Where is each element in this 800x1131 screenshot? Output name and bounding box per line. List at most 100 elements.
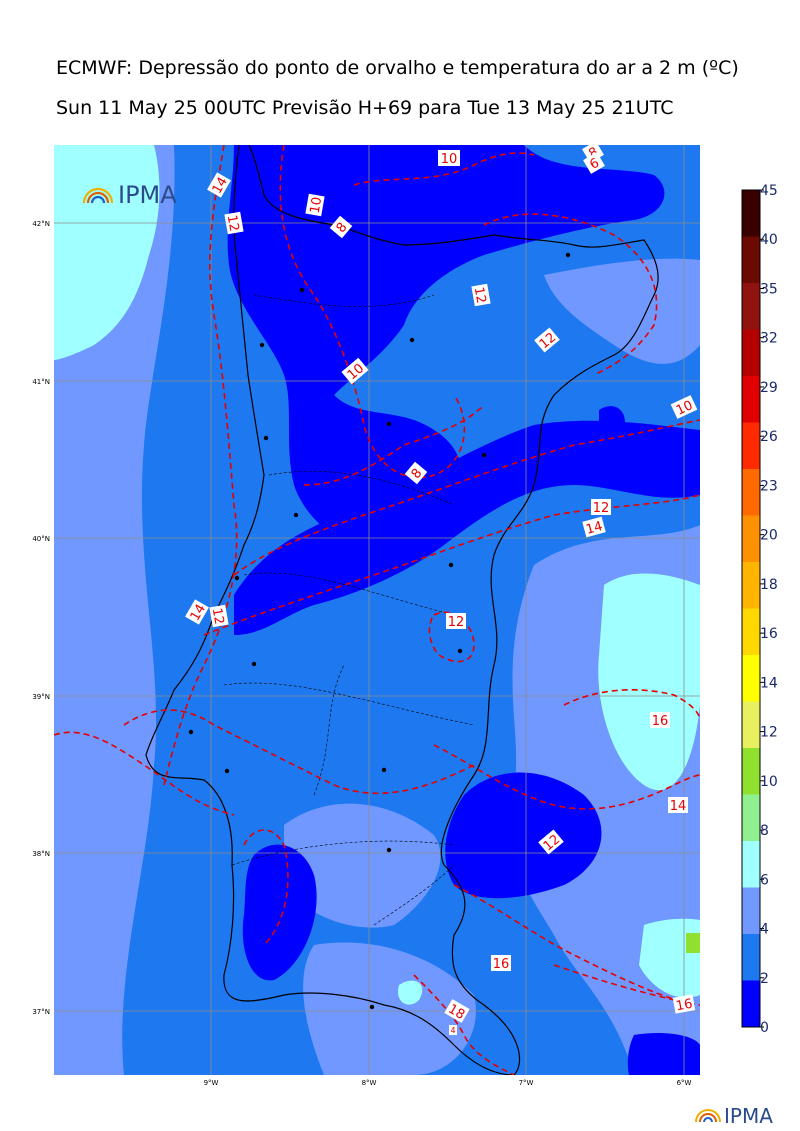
lat-label: 39°N xyxy=(32,693,50,701)
colorbar-tick-label: 12 xyxy=(760,725,778,741)
ipma-inset-logo: IPMA xyxy=(82,181,177,209)
svg-text:10: 10 xyxy=(308,196,326,215)
contour-label: 10 xyxy=(438,150,460,167)
contour-label: 12 xyxy=(224,211,244,235)
colorbar-block xyxy=(742,329,760,377)
field-4-6-ne xyxy=(544,258,700,364)
contour-label: 14 xyxy=(185,599,209,625)
colorbar-block xyxy=(742,608,760,656)
colorbar-tick-label: 23 xyxy=(760,478,778,494)
svg-text:14: 14 xyxy=(584,519,604,538)
field-0-2-east-small xyxy=(599,406,625,442)
lat-label: 37°N xyxy=(32,1008,50,1016)
contour-label: 14 xyxy=(207,172,231,198)
colorbar-tick-label: 4 xyxy=(760,922,769,938)
colorbar-block xyxy=(742,236,760,284)
field-4-6-west xyxy=(54,145,175,1075)
contour-label: 12 xyxy=(471,283,491,307)
field-6-8-coast xyxy=(398,980,423,1005)
svg-text:12: 12 xyxy=(224,214,242,233)
field-4-6-central xyxy=(284,803,441,928)
contour-label: 8 xyxy=(329,215,353,239)
lat-label: 41°N xyxy=(32,378,50,386)
svg-text:12: 12 xyxy=(471,286,489,305)
svg-text:14: 14 xyxy=(188,602,209,624)
colorbar-tick-label: 2 xyxy=(760,971,769,987)
colorbar-block xyxy=(742,422,760,470)
field-6-8-east xyxy=(598,573,700,791)
colorbar-block xyxy=(742,841,760,888)
forecast-map: 14 12 10 10 8 8 6 12 12 10 10 8 12 14 14… xyxy=(54,145,700,1075)
colorbar-block xyxy=(742,283,760,330)
colorbar-tick-label: 29 xyxy=(760,380,778,396)
field-0-2-ne xyxy=(524,174,625,225)
svg-text:12: 12 xyxy=(448,615,465,630)
contour-label: 16 xyxy=(650,712,670,729)
coastline xyxy=(145,145,659,1075)
colorbar-tick-label: 8 xyxy=(760,823,769,839)
colorbar-tick-label: 10 xyxy=(760,774,778,790)
field-0-2-north xyxy=(227,145,665,541)
colorbar-tick-label: 26 xyxy=(760,429,778,445)
colorbar-tick-label: 32 xyxy=(760,331,778,347)
colorbar-block xyxy=(742,562,760,609)
contour-label: 18 xyxy=(444,999,470,1023)
colorbar-tick-label: 18 xyxy=(760,577,778,593)
contour-label: 10 xyxy=(305,193,326,217)
contour-label: 16 xyxy=(672,994,696,1015)
contour-label-group: 14 12 10 10 8 8 6 12 12 10 10 8 12 14 14… xyxy=(185,145,698,1035)
colorbar-block xyxy=(742,655,760,702)
contour-label: 12 xyxy=(446,613,466,630)
lon-label: 6°W xyxy=(677,1079,692,1087)
svg-text:16: 16 xyxy=(675,997,694,1015)
field-6-8-nw xyxy=(54,145,160,360)
lat-label: 40°N xyxy=(32,535,50,543)
field-0-2-bottom xyxy=(627,1033,700,1075)
field-0-2-sw xyxy=(242,844,317,981)
graticule xyxy=(54,145,700,1075)
lon-label: 7°W xyxy=(519,1079,534,1087)
colorbar-tick-label: 0 xyxy=(760,1020,769,1036)
colorbar-frame xyxy=(741,189,761,1028)
colorbar-block xyxy=(742,794,760,842)
contour-label: 16 xyxy=(491,955,511,972)
ipma-arc-icon xyxy=(695,1109,721,1123)
city-markers xyxy=(188,252,571,1010)
lat-label: 42°N xyxy=(32,220,50,228)
svg-text:10: 10 xyxy=(674,398,695,419)
field-4-6-south xyxy=(303,942,476,1075)
colorbar-tick-label: 6 xyxy=(760,872,769,888)
lat-label: 38°N xyxy=(32,850,50,858)
colorbar-tick-label: 35 xyxy=(760,281,778,297)
svg-text:18: 18 xyxy=(445,1002,467,1023)
ipma-footer-logo-text: IPMA xyxy=(724,1104,773,1128)
svg-text:14: 14 xyxy=(210,175,231,197)
axis-labels: 42°N 41°N 40°N 39°N 38°N 37°N 9°W 8°W 7°… xyxy=(32,220,692,1087)
svg-text:12: 12 xyxy=(593,501,610,516)
colorbar-block xyxy=(742,748,760,795)
colorbar-block xyxy=(742,515,760,563)
contour-label: 8 xyxy=(404,461,428,485)
colorbar-block xyxy=(742,190,760,237)
svg-text:14: 14 xyxy=(670,799,687,814)
field-6-8-se xyxy=(639,918,700,998)
contour-label: 6 xyxy=(583,152,605,174)
svg-text:16: 16 xyxy=(652,714,669,729)
field-8-10-se xyxy=(686,933,700,953)
colorbar-tick-label: 45 xyxy=(760,183,778,199)
colorbar-tick-label: 14 xyxy=(760,675,778,691)
contour-label: 14 xyxy=(582,516,606,538)
colorbar-tick-label: 40 xyxy=(760,232,778,248)
colorbar-block xyxy=(742,934,760,981)
colorbar-block xyxy=(742,469,760,516)
map-subtitle: Sun 11 May 25 00UTC Previsão H+69 para T… xyxy=(56,97,674,119)
field-0-2-se xyxy=(445,772,602,899)
contour-label: 12 xyxy=(209,604,229,628)
contour-label: 10 xyxy=(670,395,698,419)
ipma-inset-logo-text: IPMA xyxy=(118,181,177,209)
colorbar-block xyxy=(742,376,760,423)
contour-label: 4 xyxy=(449,1025,457,1035)
colorbar-block xyxy=(742,980,760,1028)
